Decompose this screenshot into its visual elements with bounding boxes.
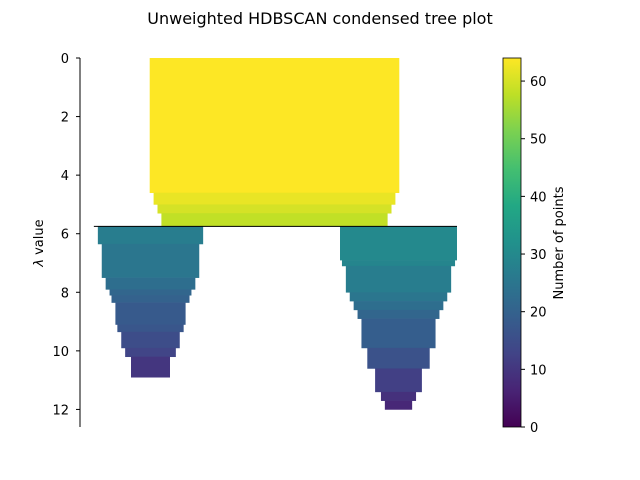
y-tick-label: 4	[61, 169, 69, 184]
colorbar-tick-label: 20	[530, 306, 547, 321]
colorbar-ticks: 0 10 20 30 40 50 60	[521, 75, 547, 436]
colorbar-tick-label: 30	[530, 248, 547, 263]
icicle-bar	[375, 368, 422, 393]
icicle-bar	[105, 277, 196, 290]
y-tick-label: 10	[52, 345, 69, 360]
icicle-bar	[101, 243, 200, 278]
icicle-bar	[111, 295, 190, 303]
colorbar	[502, 57, 522, 428]
icicle-bar	[115, 302, 186, 325]
icicle-bar	[153, 192, 396, 205]
icicle-bar	[125, 347, 176, 358]
y-tick-label: 0	[61, 52, 69, 67]
y-tick-label: 8	[61, 286, 69, 301]
y-axis-label-rest: value	[32, 219, 47, 255]
colorbar-tick-label: 60	[530, 75, 547, 90]
icicle-bar	[161, 213, 388, 227]
icicle-bar	[349, 292, 448, 302]
icicle-bar	[109, 289, 192, 296]
chart-title: Unweighted HDBSCAN condensed tree plot	[147, 9, 492, 28]
icicle-bar	[357, 309, 440, 319]
y-axis: 0 2 4 6 8 10 12	[52, 52, 81, 427]
colorbar-tick-label: 50	[530, 133, 547, 148]
icicle-bar	[345, 265, 452, 293]
colorbar-tick-label: 40	[530, 190, 547, 205]
y-axis-label-lambda: λ	[32, 259, 47, 268]
icicle-bar	[131, 356, 170, 378]
icicle-bar	[340, 226, 457, 261]
y-axis-label: λ value	[32, 219, 47, 267]
icicle-bar	[117, 324, 184, 333]
icicle-bars	[97, 58, 457, 410]
icicle-bar	[361, 318, 436, 349]
y-tick-label: 2	[61, 111, 69, 126]
icicle-bar	[367, 347, 430, 369]
icicle-bar	[341, 260, 456, 267]
y-tick-label: 6	[61, 228, 69, 243]
icicle-bar	[157, 204, 392, 214]
icicle-bar	[384, 400, 413, 410]
icicle-bar	[380, 391, 417, 401]
icicle-bar	[121, 331, 180, 349]
colorbar-label: Number of points	[552, 186, 567, 299]
icicle-bar	[97, 226, 204, 245]
colorbar-tick-label: 0	[530, 421, 538, 436]
icicle-bar	[149, 58, 400, 194]
y-tick-label: 12	[52, 403, 69, 418]
colorbar-gradient	[502, 57, 522, 428]
colorbar-tick-label: 10	[530, 363, 547, 378]
icicle-bar	[353, 301, 444, 311]
